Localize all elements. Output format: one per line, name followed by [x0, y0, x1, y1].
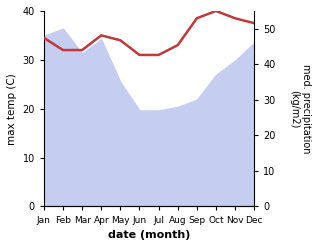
Y-axis label: med. precipitation
(kg/m2): med. precipitation (kg/m2) [289, 64, 311, 153]
Y-axis label: max temp (C): max temp (C) [7, 73, 17, 144]
X-axis label: date (month): date (month) [108, 230, 190, 240]
